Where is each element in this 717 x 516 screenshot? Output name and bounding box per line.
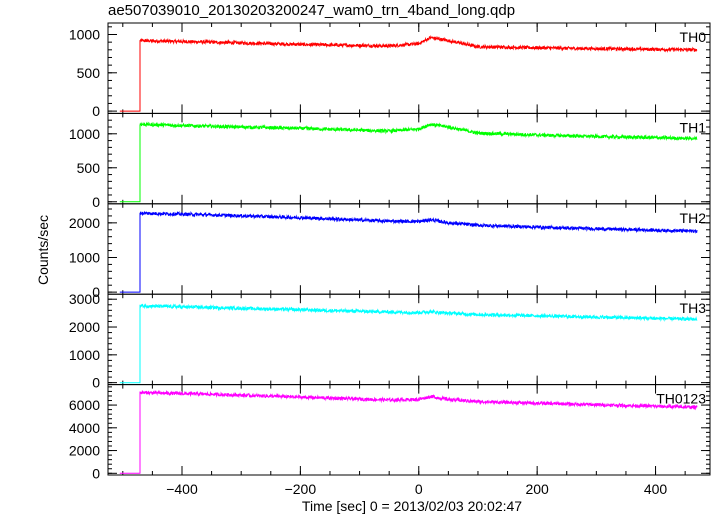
series-th2-line [119,210,698,293]
panel-frame [107,384,711,476]
panel-frame [107,203,711,295]
y-tick-label: 500 [77,65,101,81]
x-tick-label: −400 [166,481,198,497]
x-tick-label: 0 [415,481,423,497]
y-tick-label: 6000 [69,397,100,413]
y-tick-label: 3000 [69,291,100,307]
y-tick-label: 2000 [69,215,100,231]
series-th1-line [119,121,698,203]
series-th3-line [119,303,698,384]
x-tick-label: 400 [644,481,668,497]
chart-title: ae507039010_20130203200247_wam0_trn_4ban… [108,2,516,19]
y-tick-label: 500 [77,160,101,176]
y-tick-label: 0 [92,375,100,391]
series-label: TH0123 [656,391,706,407]
y-tick-label: 1000 [69,347,100,363]
x-tick-label: −200 [285,481,317,497]
x-tick-label: 200 [525,481,549,497]
series-label: TH3 [680,300,707,316]
y-tick-label: 1000 [69,126,100,142]
series-label: TH2 [680,210,707,226]
y-tick-label: 2000 [69,319,100,335]
panel-frame [107,22,711,114]
y-tick-label: 1000 [69,249,100,265]
series-label: TH0 [680,29,707,45]
y-tick-label: 1000 [69,26,100,42]
y-tick-label: 2000 [69,443,100,459]
y-tick-label: 4000 [69,420,100,436]
series-th0-line [119,34,698,112]
series-label: TH1 [680,119,707,135]
y-tick-label: 0 [92,194,100,210]
y-tick-label: 0 [92,103,100,119]
x-axis-label: Time [sec] 0 = 2013/02/03 20:02:47 [301,498,523,514]
series-th0123-line [119,389,698,474]
y-tick-label: 0 [92,284,100,300]
y-tick-label: 0 [92,465,100,481]
